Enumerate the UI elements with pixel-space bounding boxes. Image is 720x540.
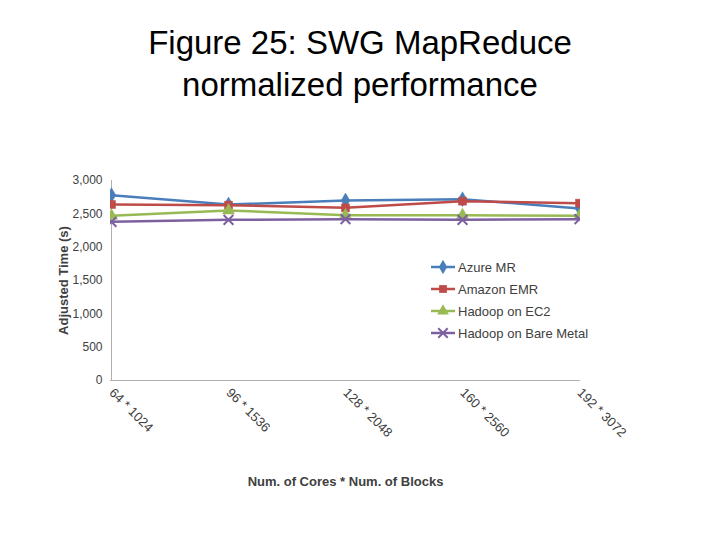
svg-text:0: 0	[96, 373, 103, 387]
svg-text:2,000: 2,000	[72, 240, 102, 254]
svg-text:Adjusted Time (s): Adjusted Time (s)	[56, 226, 71, 335]
svg-text:64 * 1024: 64 * 1024	[106, 385, 156, 435]
svg-text:1,500: 1,500	[72, 273, 102, 287]
svg-text:2,500: 2,500	[72, 207, 102, 221]
svg-text:160 * 2560: 160 * 2560	[457, 385, 512, 440]
html-text:Hadoop on EC2: Hadoop on EC2	[458, 303, 551, 319]
html-text:Azure MR: Azure MR	[458, 259, 516, 275]
svg-text:1,000: 1,000	[72, 307, 102, 321]
svg-text:Num. of Cores * Num. of Blocks: Num. of Cores * Num. of Blocks	[248, 474, 444, 489]
svg-text:500: 500	[82, 340, 102, 354]
html-text:Amazon EMR: Amazon EMR	[458, 281, 539, 297]
html-text:Hadoop on Bare Metal: Hadoop on Bare Metal	[458, 325, 589, 341]
svg-text:192 * 3072: 192 * 3072	[574, 385, 629, 440]
svg-text:3,000: 3,000	[72, 173, 102, 187]
svg-text:96 * 1536: 96 * 1536	[223, 385, 273, 435]
svg-text:128 * 2048: 128 * 2048	[340, 385, 395, 440]
html-text:Figure 25: SWG MapReduce norma: Figure 25: SWG MapReduce normalized perf…	[148, 24, 572, 103]
